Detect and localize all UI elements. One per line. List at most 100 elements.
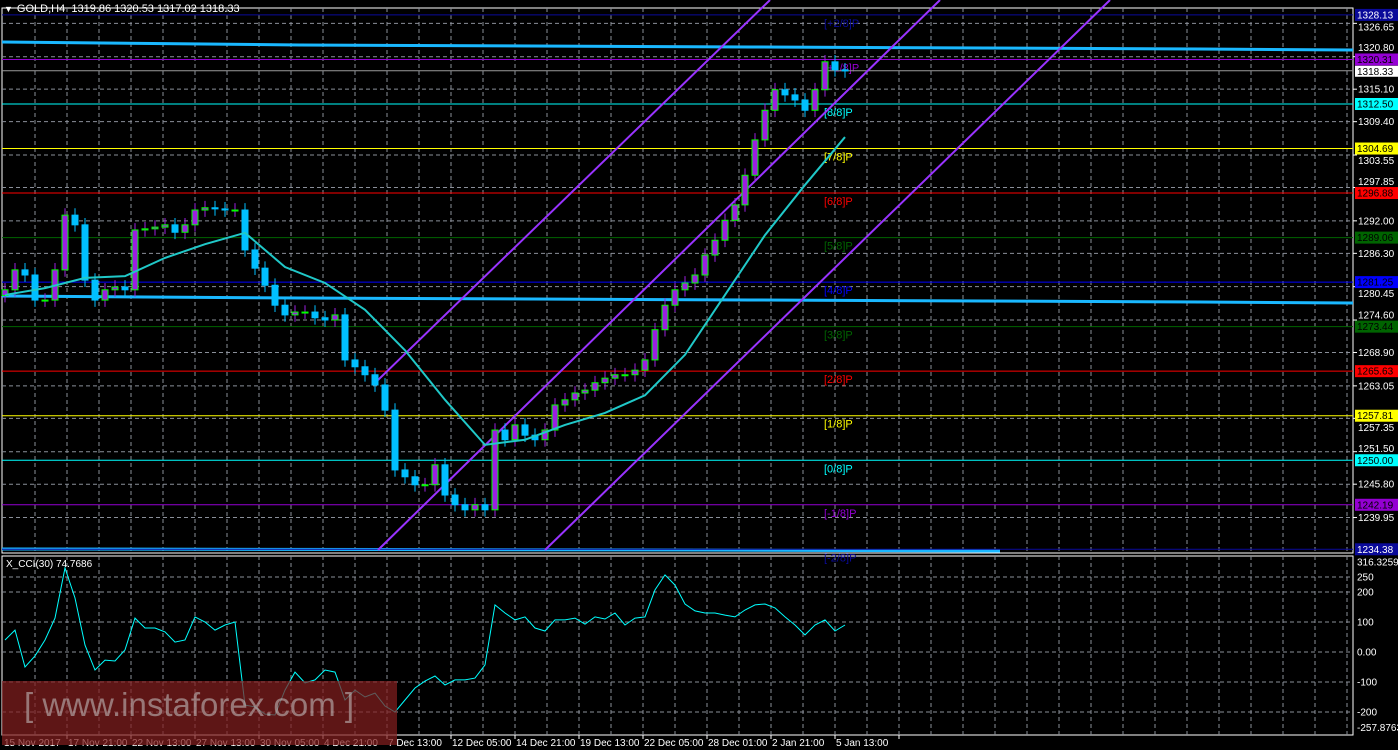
cci-line — [4, 566, 846, 716]
candle-bullish — [111, 286, 119, 291]
price-tick-label: 1315.10 — [1358, 85, 1395, 96]
murrey-price-box — [1355, 543, 1398, 556]
candle-bearish — [261, 267, 269, 286]
candle-bearish — [21, 269, 29, 276]
candle-bullish — [671, 289, 679, 306]
candle-bullish — [691, 274, 699, 284]
cci-tick-label: -200 — [1357, 708, 1377, 719]
candle-bearish — [81, 224, 89, 281]
candle-bearish — [391, 409, 399, 471]
candle-bearish — [381, 384, 389, 411]
candle-bearish — [401, 469, 409, 478]
murrey-level-label: [2/8]P — [824, 374, 853, 386]
candle-bearish — [411, 476, 419, 486]
moving-average-line — [4, 136, 846, 446]
candle-bearish — [441, 464, 449, 496]
candle-bearish — [361, 366, 369, 376]
time-label: 2 Jan 21:00 — [772, 738, 825, 749]
trend-band-middle — [1, 294, 1354, 305]
murrey-price-box — [1355, 8, 1398, 21]
dropdown-triangle-icon[interactable]: ▼ — [4, 4, 13, 14]
price-tick-label: 1303.55 — [1358, 156, 1395, 167]
murrey-price-label: 1328.13 — [1357, 10, 1394, 21]
candle-bullish — [651, 329, 659, 361]
candle-bullish — [751, 139, 759, 176]
candle-bullish — [581, 389, 589, 394]
candle-bearish — [281, 304, 289, 316]
watermark: [ www.instaforex.com ] — [2, 681, 397, 745]
murrey-level-label: [-2/8]P — [824, 552, 856, 564]
cci-tick-label: 316.3259 — [1357, 558, 1398, 569]
candle-bullish — [181, 224, 189, 233]
candle-bullish — [161, 224, 169, 228]
candle-bullish — [661, 304, 669, 331]
candle-bullish — [731, 204, 739, 221]
candle-bullish — [41, 299, 49, 302]
cci-tick-label: -100 — [1357, 678, 1377, 689]
cci-tick-label: 200 — [1357, 588, 1374, 599]
candle-bullish — [191, 209, 199, 226]
time-label: 19 Dec 13:00 — [580, 738, 640, 749]
candle-bearish — [841, 69, 849, 72]
murrey-level-label: [1/8]P — [824, 419, 853, 431]
candle-bearish — [241, 209, 249, 251]
candle-bullish — [601, 377, 609, 384]
trend-band-upper — [1, 40, 1354, 52]
candle-bullish — [741, 174, 749, 206]
candle-bullish — [721, 219, 729, 241]
murrey-price-label: 1250.00 — [1357, 456, 1394, 467]
candle-bullish — [771, 89, 779, 111]
current-price-label: 1318.33 — [1357, 67, 1394, 78]
candle-bullish — [331, 314, 339, 321]
candle-bearish — [271, 284, 279, 306]
murrey-level-label: [6/8]P — [824, 196, 853, 208]
murrey-price-label: 1304.69 — [1357, 144, 1394, 155]
candle-bearish — [791, 94, 799, 101]
candle-bullish — [611, 374, 619, 379]
murrey-price-box — [1355, 231, 1398, 244]
candle-bullish — [621, 374, 629, 377]
candle-bearish — [521, 424, 529, 436]
murrey-level-label: [8/8]P — [824, 107, 853, 119]
candle-bullish — [681, 282, 689, 291]
murrey-price-box — [1355, 53, 1398, 66]
main-panel-frame — [1, 7, 1354, 554]
chart-header: ▼ GOLD,H4 1319.86 1320.53 1317.02 1318.33 — [4, 3, 240, 15]
murrey-price-label: 1234.38 — [1357, 545, 1394, 556]
time-label: 22 Dec 05:00 — [644, 738, 704, 749]
murrey-level-label: [0/8]P — [824, 463, 853, 475]
price-tick-label: 1309.40 — [1358, 117, 1395, 128]
murrey-price-label: 1312.50 — [1357, 100, 1394, 111]
murrey-level-label: [3/8]P — [824, 330, 853, 342]
current-price-box — [1355, 65, 1398, 77]
candle-bearish — [481, 504, 489, 511]
murrey-price-label: 1289.06 — [1357, 233, 1394, 244]
murrey-level-label: [4/8]P — [824, 285, 853, 297]
candle-bearish — [71, 214, 79, 226]
murrey-level-label: [+2/8]P — [824, 18, 859, 30]
candle-bearish — [801, 99, 809, 111]
murrey-price-label: 1265.63 — [1357, 367, 1394, 378]
candle-bullish — [641, 359, 649, 371]
cci-tick-label: -257.8763 — [1357, 723, 1398, 734]
time-label: 14 Dec 21:00 — [516, 738, 576, 749]
murrey-price-label: 1320.31 — [1357, 55, 1394, 66]
murrey-price-label: 1273.44 — [1357, 322, 1394, 333]
murrey-price-box — [1355, 276, 1398, 289]
candle-bullish — [141, 228, 149, 231]
candle-bullish — [491, 429, 499, 511]
price-tick-label: 1263.05 — [1358, 381, 1395, 392]
candle-bullish — [511, 424, 519, 441]
candle-bearish — [311, 311, 319, 319]
candle-bearish — [371, 374, 379, 386]
price-tick-label: 1292.00 — [1358, 216, 1395, 227]
candle-bearish — [461, 504, 469, 511]
candle-bullish — [711, 239, 719, 256]
price-tick-label: 1274.60 — [1358, 311, 1395, 322]
murrey-price-box — [1355, 454, 1398, 467]
cci-tick-label: 250 — [1357, 573, 1374, 584]
murrey-price-box — [1355, 498, 1398, 511]
candle-bearish — [781, 89, 789, 96]
candle-bearish — [251, 249, 259, 269]
murrey-price-box — [1355, 142, 1398, 155]
